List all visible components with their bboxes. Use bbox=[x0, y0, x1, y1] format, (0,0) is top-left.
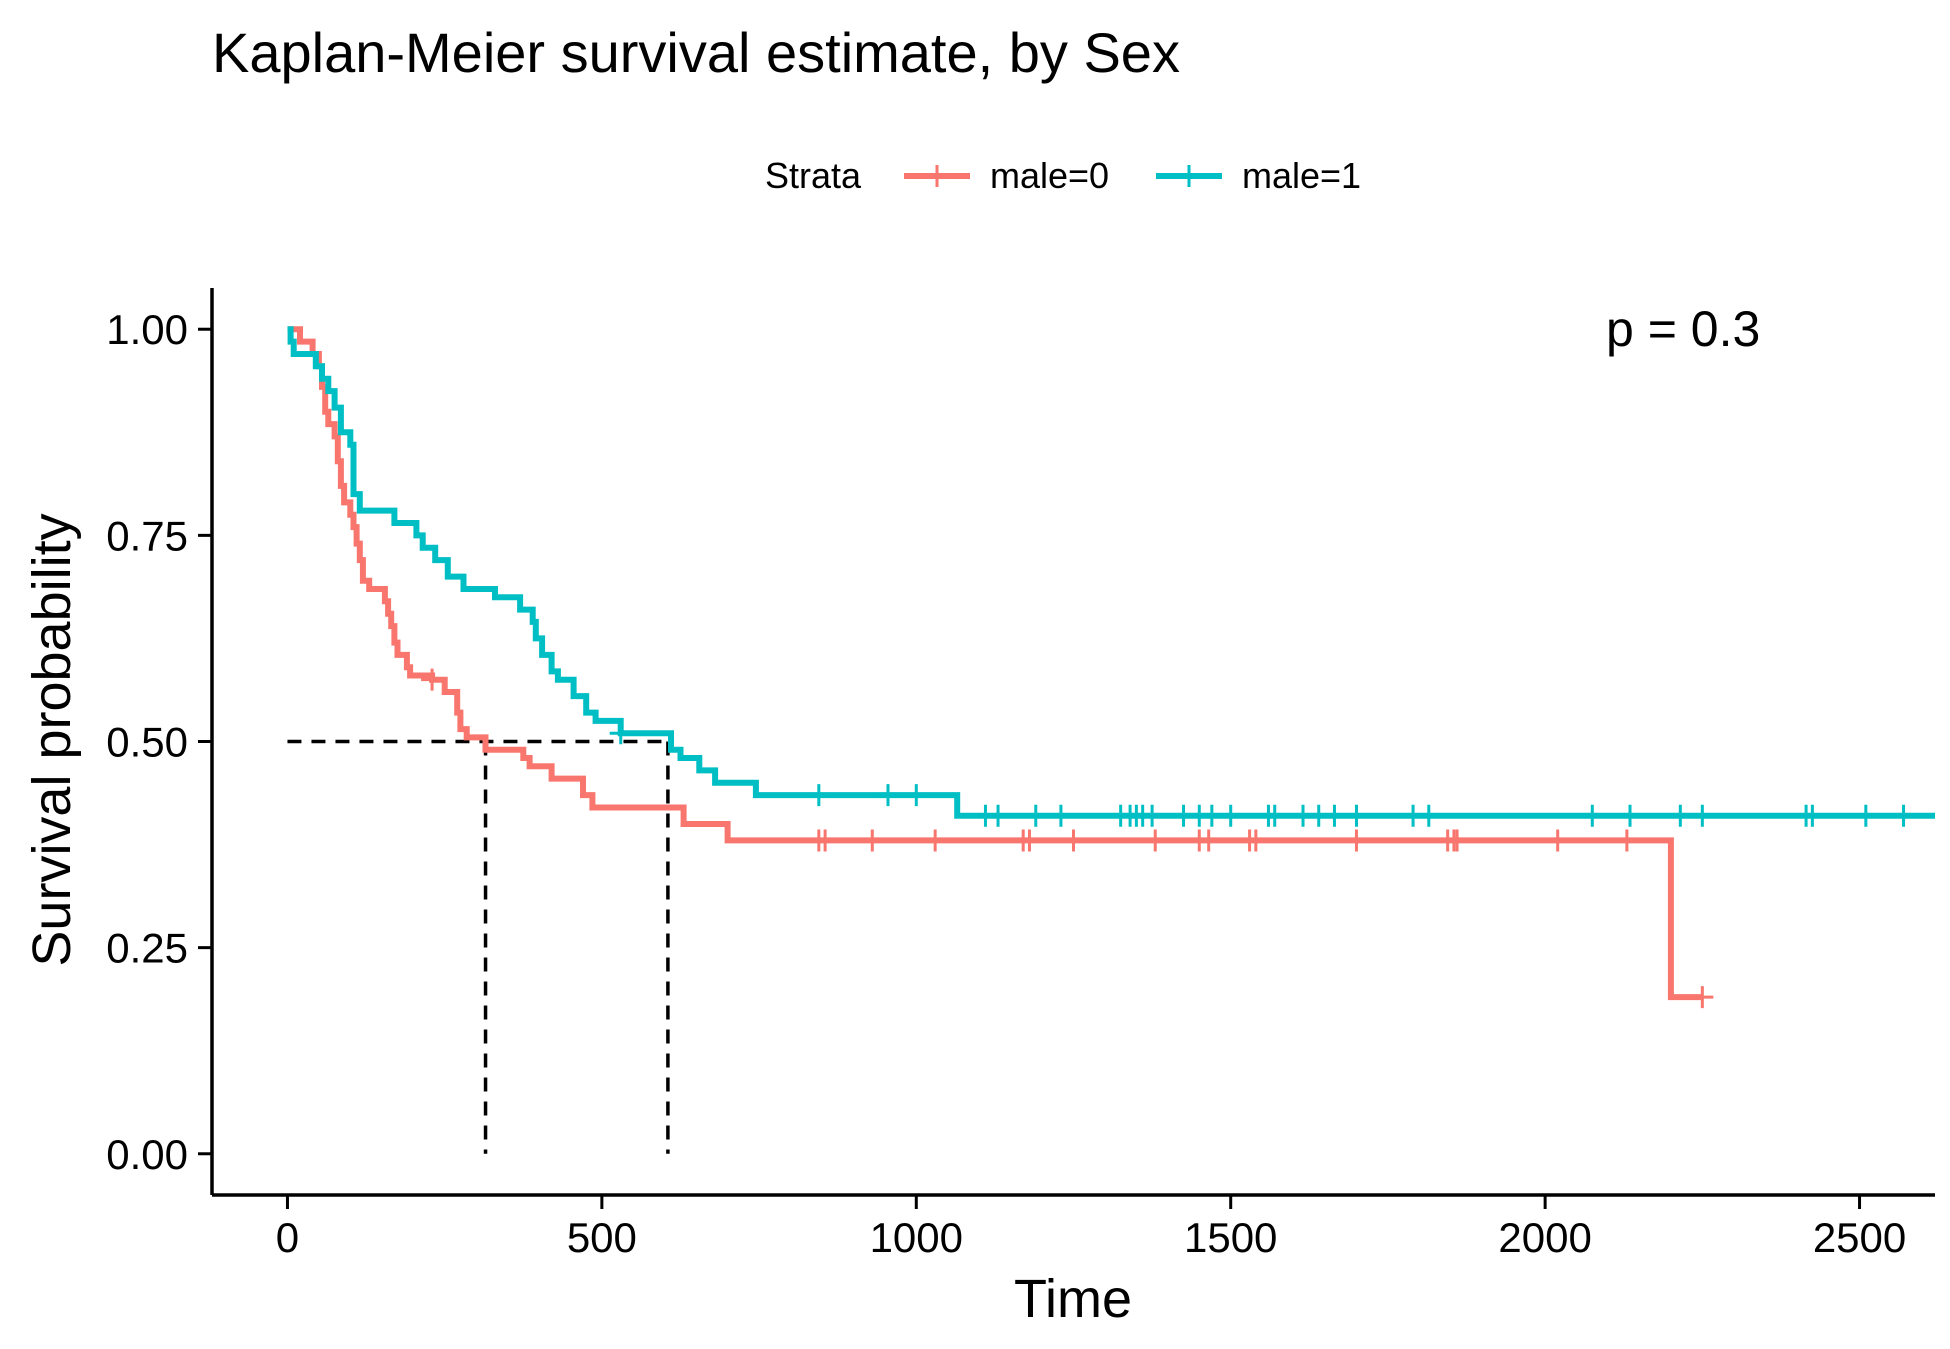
censor-mark bbox=[905, 784, 928, 807]
censor-mark bbox=[1345, 804, 1368, 827]
censor-mark bbox=[609, 722, 632, 745]
censor-mark bbox=[876, 784, 899, 807]
censor-mark bbox=[1024, 804, 1047, 827]
censor-mark bbox=[1244, 829, 1267, 852]
x-tick-label: 0 bbox=[276, 1214, 299, 1261]
y-tick-label: 0.75 bbox=[106, 512, 188, 559]
censor-mark bbox=[1546, 829, 1569, 852]
survival-curve bbox=[287, 326, 1935, 819]
censor-mark bbox=[807, 784, 830, 807]
legend-key-cross bbox=[1178, 165, 1200, 187]
censor-mark bbox=[1581, 804, 1604, 827]
censor-mark bbox=[1323, 804, 1346, 827]
legend: Strata male=0 male=1 bbox=[765, 155, 1361, 196]
censor-mark bbox=[1062, 829, 1085, 852]
censor-mark bbox=[1018, 829, 1041, 852]
censor-mark bbox=[987, 804, 1010, 827]
censor-mark bbox=[1197, 829, 1220, 852]
x-tick-label: 500 bbox=[567, 1214, 637, 1261]
x-axis-title: Time bbox=[1014, 1269, 1132, 1329]
chart-title: Kaplan-Meier survival estimate, by Sex bbox=[212, 21, 1180, 84]
censor-mark bbox=[1219, 804, 1242, 827]
censor-mark bbox=[1619, 804, 1642, 827]
censor-mark bbox=[1263, 804, 1286, 827]
y-tick-label: 0.50 bbox=[106, 719, 188, 766]
censor-mark bbox=[814, 829, 837, 852]
censor-mark bbox=[924, 829, 947, 852]
x-tick-label: 2000 bbox=[1498, 1214, 1591, 1261]
x-tick-label: 1500 bbox=[1184, 1214, 1277, 1261]
censor-mark bbox=[1200, 804, 1223, 827]
legend-entry: male=0 bbox=[904, 155, 1109, 196]
censor-mark bbox=[1144, 829, 1167, 852]
censor-mark bbox=[1446, 829, 1469, 852]
series-male-1 bbox=[287, 326, 1935, 827]
censor-mark bbox=[1691, 804, 1714, 827]
x-tick-label: 1000 bbox=[870, 1214, 963, 1261]
series-male-0 bbox=[287, 326, 1714, 1009]
legend-label: male=0 bbox=[990, 155, 1109, 196]
y-axis-title: Survival probability bbox=[22, 513, 82, 966]
censor-mark bbox=[1691, 986, 1714, 1009]
legend-label: male=1 bbox=[1242, 155, 1361, 196]
censor-mark bbox=[1615, 829, 1638, 852]
censor-mark bbox=[1801, 804, 1824, 827]
y-tick-label: 0.25 bbox=[106, 925, 188, 972]
censor-mark bbox=[1854, 804, 1877, 827]
legend-key-cross bbox=[926, 165, 948, 187]
legend-title: Strata bbox=[765, 155, 862, 196]
x-tick-label: 2500 bbox=[1813, 1214, 1906, 1261]
y-tick-label: 1.00 bbox=[106, 306, 188, 353]
censor-mark bbox=[1345, 829, 1368, 852]
censor-mark bbox=[1049, 804, 1072, 827]
legend-entry: male=1 bbox=[1156, 155, 1361, 196]
y-tick-label: 0.00 bbox=[106, 1131, 188, 1178]
p-value-annotation: p = 0.3 bbox=[1606, 301, 1760, 357]
censor-mark bbox=[1892, 804, 1915, 827]
censor-mark bbox=[421, 668, 444, 691]
censor-mark bbox=[1417, 804, 1440, 827]
censor-mark bbox=[1669, 804, 1692, 827]
survival-curve bbox=[287, 326, 1703, 1001]
censor-mark bbox=[1141, 804, 1164, 827]
censor-mark bbox=[861, 829, 884, 852]
